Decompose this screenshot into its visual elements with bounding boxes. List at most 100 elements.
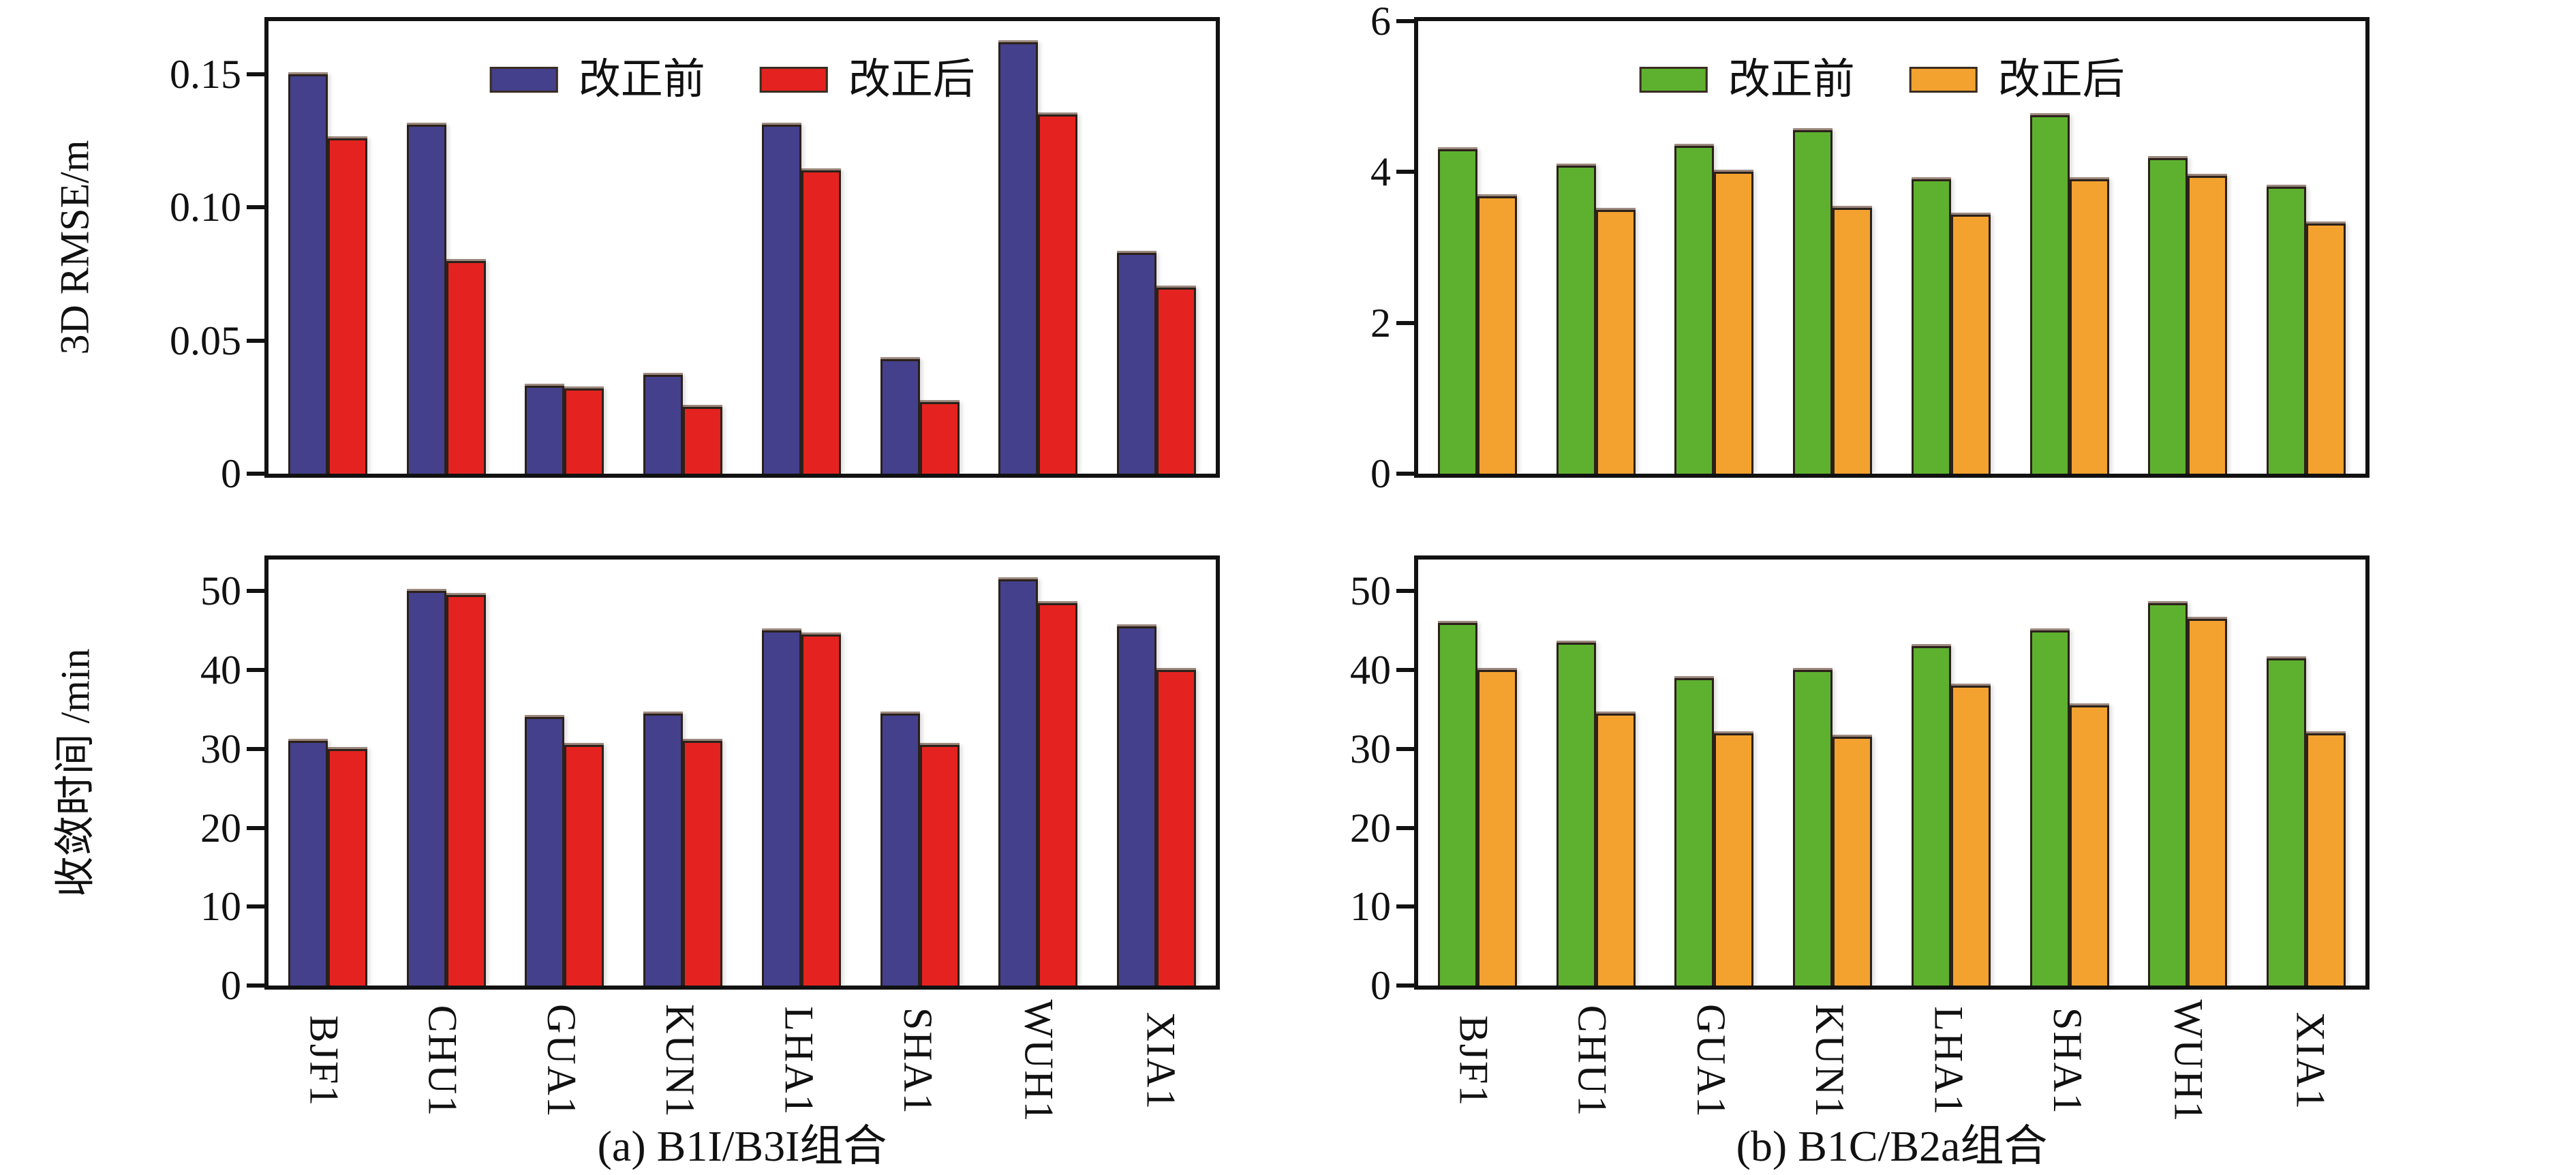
- legend-item-before: 改正前: [1639, 59, 1855, 101]
- bar-group-GUA1: [506, 21, 624, 474]
- bar-group-BJF1: [1418, 21, 1537, 474]
- bar-改正前-LHA1: [761, 630, 801, 986]
- legend-swatch-before: [489, 67, 558, 93]
- bar-改正前-WUH1: [998, 42, 1039, 474]
- x-category-cell: LHA1: [740, 996, 859, 1126]
- bar-改正前-WUH1: [2148, 602, 2188, 986]
- bar-改正前-BJF1: [288, 74, 328, 474]
- x-tick-label-WUH1: WUH1: [2166, 999, 2211, 1123]
- legend-b: 改正前 改正后: [1639, 59, 2125, 101]
- x-category-cell: WUH1: [977, 996, 1101, 1126]
- y-tick-label: 30: [1350, 726, 1391, 772]
- bar-group-SHA1: [861, 560, 979, 986]
- y-tick: [247, 205, 264, 210]
- bar-改正后-BJF1: [1477, 196, 1517, 474]
- y-tick: [247, 338, 264, 343]
- bar-改正后-LHA1: [801, 170, 841, 474]
- bar-改正后-SHA1: [919, 745, 960, 986]
- y-tick: [1396, 825, 1414, 830]
- bar-改正后-BJF1: [327, 748, 367, 986]
- legend-label-before: 改正前: [578, 57, 705, 103]
- y-tick: [247, 825, 264, 830]
- bar-改正后-GUA1: [1714, 733, 1754, 986]
- x-category-cell: CHU1: [383, 996, 502, 1126]
- bar-改正前-XIA1: [1117, 626, 1157, 986]
- bar-group-BJF1: [269, 560, 387, 986]
- bar-group-WUH1: [979, 560, 1098, 986]
- x-axis-labels-a: BJF1 CHU1 GUA1 KUN1 LHA1 SHA1 WUH1 XIA1: [264, 996, 1220, 1126]
- x-tick-label-SHA1: SHA1: [895, 1007, 941, 1116]
- y-tick: [1396, 983, 1414, 988]
- x-tick-label-WUH1: WUH1: [1016, 999, 1062, 1123]
- y-tick: [1396, 472, 1414, 476]
- bar-group-CHU1: [387, 560, 506, 986]
- bars-b-convergence: [1418, 560, 2365, 986]
- bar-改正后-CHU1: [1595, 209, 1636, 474]
- y-tick-label: 20: [1350, 805, 1391, 851]
- x-axis-labels-b: BJF1 CHU1 GUA1 KUN1 LHA1 SHA1 WUH1 XIA1: [1414, 996, 2370, 1126]
- bar-改正前-SHA1: [880, 713, 920, 986]
- legend-a: 改正前 改正后: [489, 57, 975, 103]
- legend-item-after: 改正后: [1909, 59, 2125, 101]
- x-category-cell: BJF1: [264, 996, 383, 1126]
- x-category-cell: XIA1: [2251, 996, 2370, 1126]
- bar-group-CHU1: [387, 21, 506, 474]
- bar-group-XIA1: [1097, 560, 1216, 986]
- bar-group-BJF1: [1418, 560, 1537, 986]
- y-tick: [247, 72, 264, 77]
- bar-改正后-CHU1: [446, 595, 486, 986]
- bar-改正后-KUN1: [1833, 208, 1873, 474]
- plot-b-convergence: 0 10 20 30 40 50: [1350, 555, 2370, 1006]
- bar-group-SHA1: [2010, 21, 2129, 474]
- x-tick-label-GUA1: GUA1: [538, 1004, 584, 1118]
- x-tick-label-LHA1: LHA1: [776, 1006, 822, 1116]
- bar-group-LHA1: [742, 21, 861, 474]
- bar-改正后-CHU1: [446, 260, 486, 474]
- y-tick: [247, 904, 264, 909]
- y-tick-label: 10: [1350, 884, 1391, 930]
- bar-group-WUH1: [2129, 560, 2248, 986]
- bar-group-LHA1: [1892, 560, 2010, 986]
- y-tick: [1396, 19, 1414, 23]
- bar-改正前-CHU1: [1556, 166, 1596, 474]
- bar-改正前-KUN1: [1793, 670, 1833, 986]
- caption-b: (b) B1C/B2a组合: [1736, 1122, 2048, 1170]
- bar-改正前-XIA1: [2267, 658, 2307, 986]
- bar-group-SHA1: [2010, 560, 2129, 986]
- bar-group-WUH1: [979, 21, 1098, 474]
- bar-改正前-CHU1: [406, 591, 446, 986]
- y-tick-label: 40: [1350, 647, 1391, 693]
- y-axis-label-rmse: 3D RMSE/m: [41, 17, 109, 478]
- y-axis-label-rmse-text: 3D RMSE/m: [52, 140, 97, 355]
- legend-label-after: 改正后: [848, 57, 975, 103]
- bar-改正前-GUA1: [525, 386, 565, 474]
- bar-group-KUN1: [624, 21, 742, 474]
- bar-改正后-BJF1: [1477, 670, 1517, 986]
- bar-改正前-GUA1: [1674, 145, 1715, 474]
- x-tick-label-KUN1: KUN1: [658, 1004, 703, 1118]
- y-tick-label: 0.10: [170, 185, 241, 230]
- y-tick: [1396, 746, 1414, 751]
- x-category-cell: XIA1: [1101, 996, 1220, 1126]
- bar-group-KUN1: [624, 560, 742, 986]
- x-category-cell: KUN1: [1770, 996, 1889, 1126]
- bar-改正后-LHA1: [1950, 215, 1991, 474]
- x-tick-label-BJF1: BJF1: [1451, 1015, 1497, 1108]
- x-tick-label-LHA1: LHA1: [1926, 1006, 1972, 1116]
- y-tick: [1396, 170, 1414, 174]
- x-category-cell: KUN1: [621, 996, 739, 1126]
- y-tick-label: 0: [221, 963, 241, 1008]
- bar-改正后-XIA1: [2306, 733, 2346, 986]
- bars-a-convergence: [269, 560, 1216, 986]
- x-category-cell: GUA1: [1652, 996, 1770, 1126]
- bar-group-KUN1: [1773, 560, 1892, 986]
- x-tick-label-BJF1: BJF1: [301, 1015, 347, 1108]
- bar-改正后-WUH1: [1038, 114, 1078, 474]
- bar-改正前-LHA1: [761, 125, 801, 474]
- x-tick-label-SHA1: SHA1: [2045, 1007, 2091, 1116]
- bar-group-LHA1: [1892, 21, 2010, 474]
- y-tick-label: 0.15: [170, 52, 241, 97]
- legend-swatch-before: [1639, 67, 1708, 93]
- bar-group-WUH1: [2129, 21, 2248, 474]
- bar-group-XIA1: [1097, 21, 1216, 474]
